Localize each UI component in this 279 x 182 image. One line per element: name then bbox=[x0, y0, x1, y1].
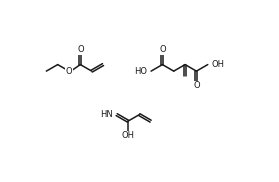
Text: O: O bbox=[193, 81, 200, 90]
Text: O: O bbox=[66, 67, 72, 76]
Text: O: O bbox=[159, 45, 166, 54]
Text: OH: OH bbox=[211, 60, 224, 69]
Text: O: O bbox=[77, 45, 84, 54]
Text: HO: HO bbox=[134, 67, 148, 76]
Text: HN: HN bbox=[100, 110, 113, 119]
Text: OH: OH bbox=[121, 131, 134, 140]
